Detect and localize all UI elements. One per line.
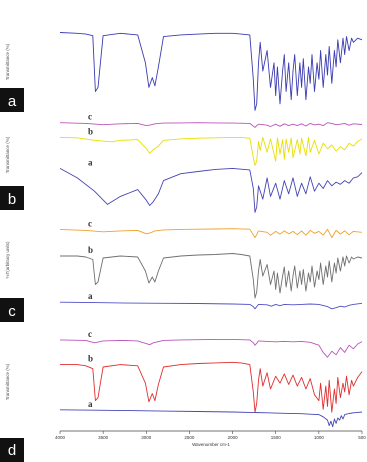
trace-label-b-a: a [88,157,93,167]
panel-d-badge: d [8,442,16,459]
x-tick-label-3500: 3500 [98,435,109,440]
panel-c-badge: c [8,303,16,320]
panel-c-traces: c b a [59,218,363,310]
x-tick-label-4000: 4000 [55,435,66,440]
panel-a-ylabel: Transmittance (%) [5,43,10,80]
spectrum-line-b-b [59,136,363,166]
trace-label-d-a: a [88,399,93,409]
panel-b: Transmittance (%) b cba [0,112,363,213]
panel-b-badge-bg [0,186,24,210]
trace-label-b-b: b [88,126,93,136]
trace-label-c-c: c [88,218,92,228]
panel-d-traces: c b a [59,329,363,428]
panel-c-badge-bg [0,298,24,322]
spectrum-line-d-a [59,409,363,428]
spectrum-line-a [59,32,363,111]
panel-a-badge: a [8,93,17,110]
trace-label-d-c: c [88,329,92,339]
panel-c: %T(arbitrary units) c c b a [0,218,363,322]
panel-b-ylabel: Transmittance (%) [5,136,10,173]
x-tick-label-1500: 1500 [271,435,282,440]
spectrum-line-c-a [59,301,363,310]
panel-a-badge-bg [0,88,24,112]
panel-b-badge: b [8,191,16,208]
trace-label-c-b: b [88,245,93,255]
panel-c-ylabel: %T(arbitrary units) [5,241,10,279]
panel-b-traces: cb a [59,112,363,213]
panel-d-badge-bg [0,438,24,462]
x-tick-label-1000: 1000 [314,435,325,440]
spectrum-line-d-b [60,361,363,413]
x-axis-ticks: 4000 3500 3000 2500 2000 1500 1000 500 [55,431,366,440]
spectrum-line-c-c [59,228,363,239]
x-tick-label-3000: 3000 [141,435,152,440]
panel-a: Transmittance (%) a [0,32,363,112]
trace-label-b-c: c [88,112,92,122]
x-tick-label-2000: 2000 [228,435,239,440]
panel-d-ylabel: Transmittance (%) [5,363,10,400]
trace-label-c-a: a [88,291,93,301]
x-tick-label-500: 500 [358,435,366,440]
trace-label-d-b: b [88,354,93,364]
x-axis-label: Wavenumber cm-1 [192,442,230,447]
spectrum-line-c-b [60,253,363,299]
spectrum-line-b-a [59,167,363,213]
spectrum-line-d-c [59,338,363,358]
spectrum-line-b-c [59,122,363,128]
panel-a-traces [59,32,363,111]
x-tick-label-2500: 2500 [184,435,195,440]
panel-d: Transmittance (%) d c b a 4000 3500 3000 2500… [0,329,366,462]
